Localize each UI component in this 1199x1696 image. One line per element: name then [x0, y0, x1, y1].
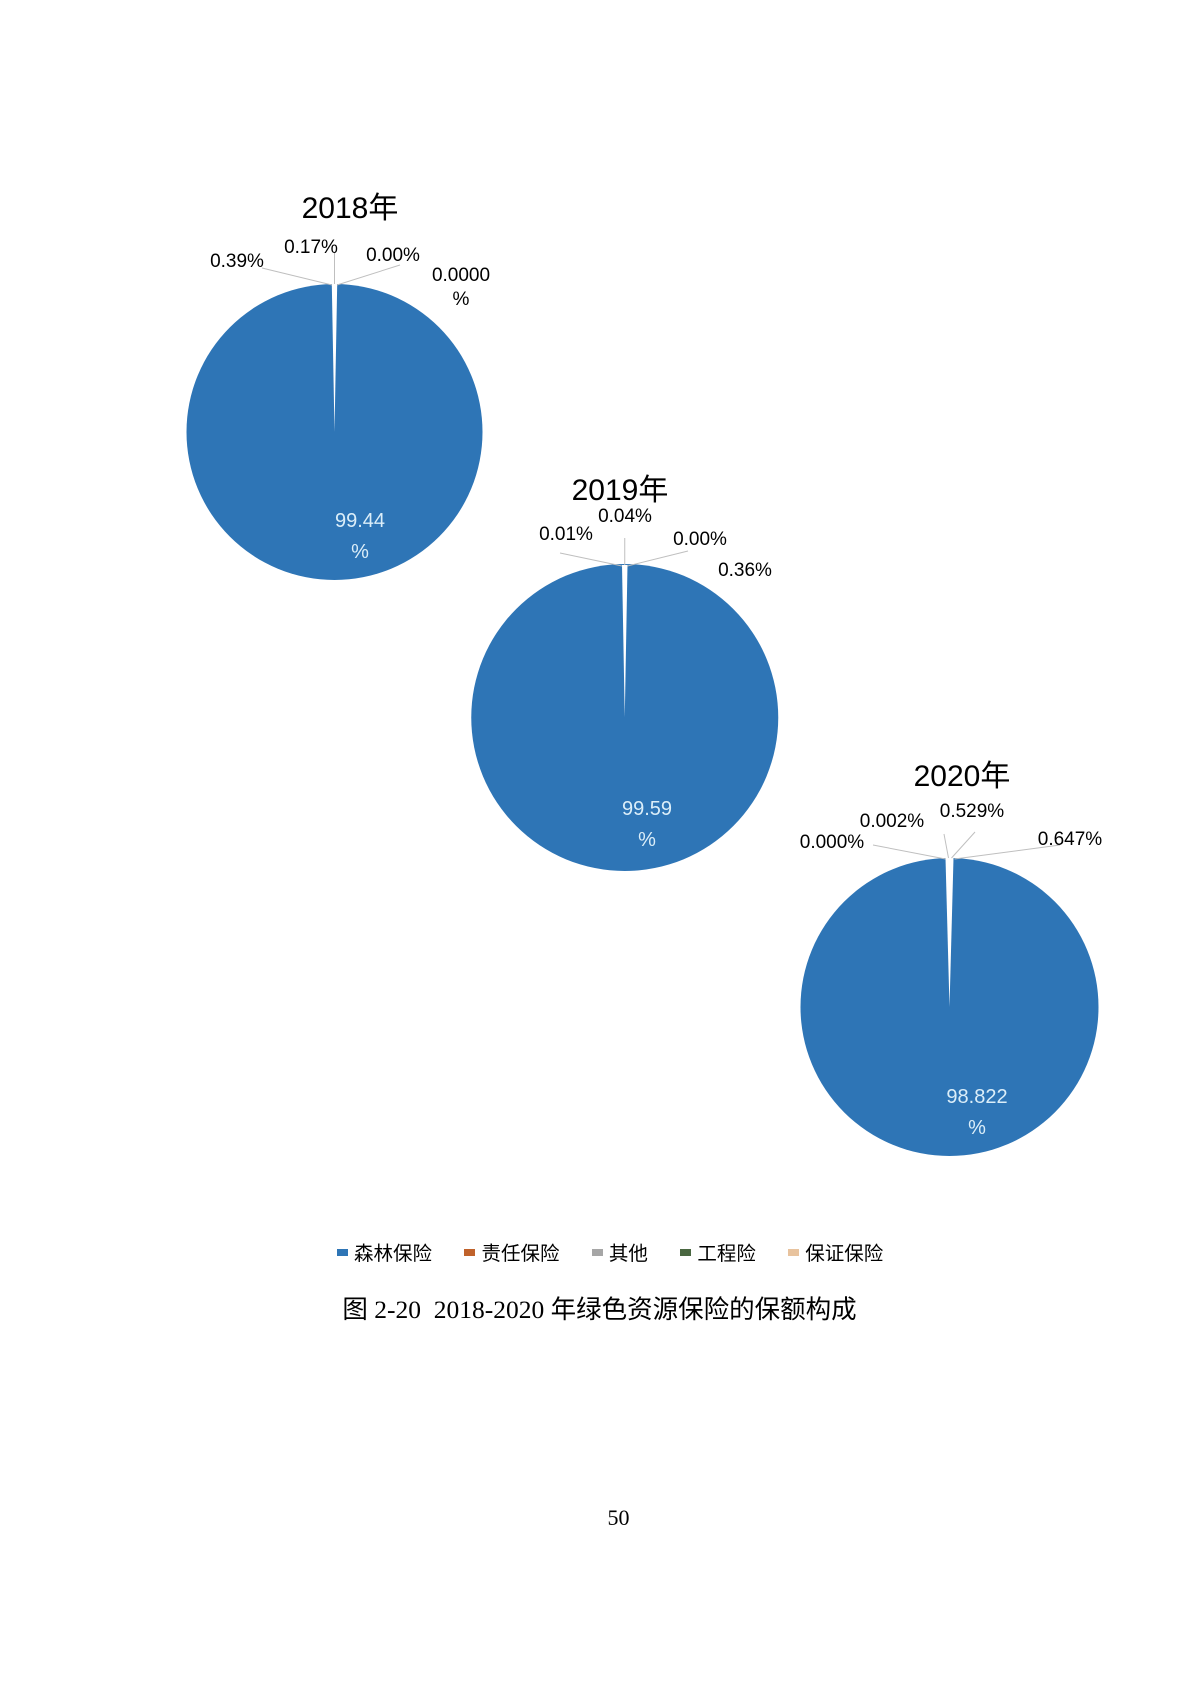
svg-text:%: %	[638, 829, 656, 851]
svg-text:%: %	[968, 1117, 986, 1139]
svg-text:99.59: 99.59	[622, 798, 672, 820]
svg-text:99.44: 99.44	[335, 510, 385, 532]
svg-text:%: %	[351, 541, 369, 563]
svg-text:98.822: 98.822	[946, 1086, 1007, 1108]
